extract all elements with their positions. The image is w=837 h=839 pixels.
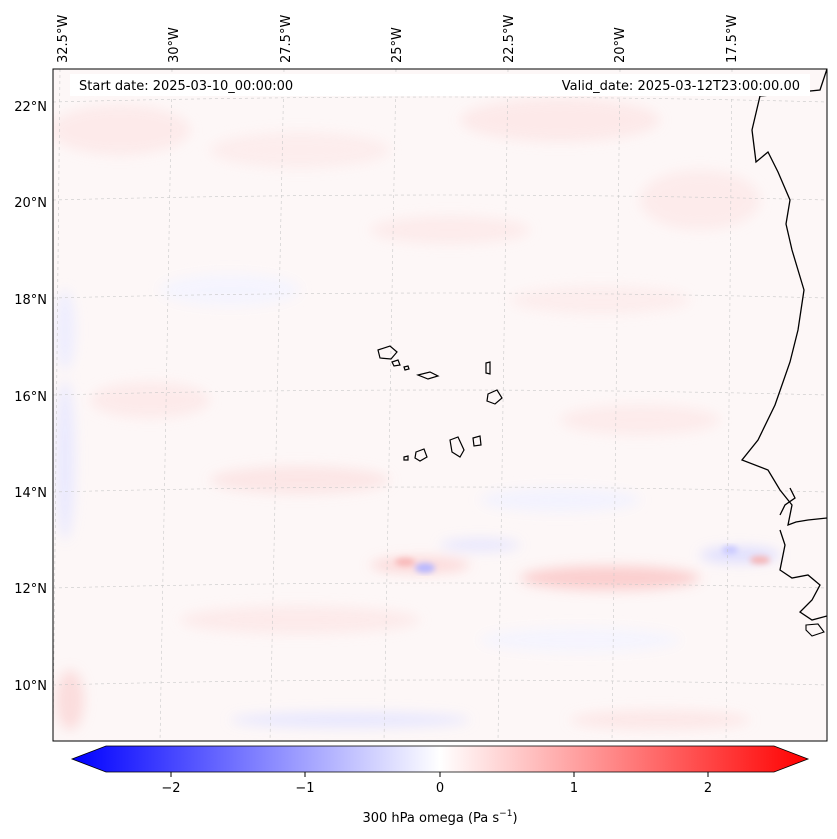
colorbar-tick-label: 2: [704, 781, 712, 796]
lon-label: 32.5°W: [56, 15, 71, 63]
lat-label: 20°N: [14, 196, 47, 211]
lat-label: 14°N: [14, 486, 47, 501]
lat-label: 10°N: [14, 679, 47, 694]
lon-label: 17.5°W: [725, 15, 740, 63]
island-brava: [403, 455, 409, 461]
island-santiago: [449, 436, 465, 458]
latitude-labels: 22°N 20°N 18°N 16°N 14°N 12°N 10°N: [14, 100, 47, 694]
valid-date-text: Valid_date: 2025-03-12T23:00:00.00: [562, 79, 800, 94]
colorbar: −2 −1 0 1 2 300 hPa omega (Pa s−1): [70, 745, 810, 826]
longitude-labels: 32.5°W 30°W 27.5°W 25°W 22.5°W 20°W 17.5…: [56, 15, 740, 63]
omega-field: [53, 69, 827, 741]
lon-label: 20°W: [613, 27, 628, 63]
colorbar-tick-label: −1: [295, 781, 314, 796]
island-boa-vista: [486, 389, 503, 405]
lat-label: 16°N: [14, 390, 47, 405]
lat-label: 12°N: [14, 582, 47, 597]
lat-label: 22°N: [14, 100, 47, 115]
colorbar-tick-label: 1: [570, 781, 578, 796]
island-sao-vicente: [391, 359, 401, 367]
graticule: [53, 69, 827, 741]
lon-label: 22.5°W: [502, 15, 517, 63]
lon-label: 30°W: [167, 27, 182, 63]
coast-bit-1: [805, 623, 825, 637]
colorbar-tick-label: 0: [436, 781, 444, 796]
colorbar-label: 300 hPa omega (Pa s−1): [362, 809, 517, 826]
lon-label: 27.5°W: [279, 15, 294, 63]
island-sao-nicolau: [416, 371, 440, 380]
cape-verde-islands: [377, 345, 503, 462]
start-date-text: Start date: 2025-03-10_00:00:00: [79, 79, 293, 94]
header-strip: [70, 74, 810, 96]
island-fogo: [414, 448, 428, 462]
island-sal: [485, 361, 491, 375]
colorbar-body: [70, 745, 810, 773]
lon-label: 25°W: [390, 27, 405, 63]
colorbar-tick-label: −2: [161, 781, 180, 796]
map-frame: [52, 68, 828, 742]
island-maio: [472, 435, 482, 447]
lat-label: 18°N: [14, 293, 47, 308]
africa-coastline: [740, 69, 827, 621]
colorbar-ticks: [170, 772, 709, 777]
island-santa-luzia: [403, 365, 410, 371]
island-santo-antao: [377, 345, 398, 360]
